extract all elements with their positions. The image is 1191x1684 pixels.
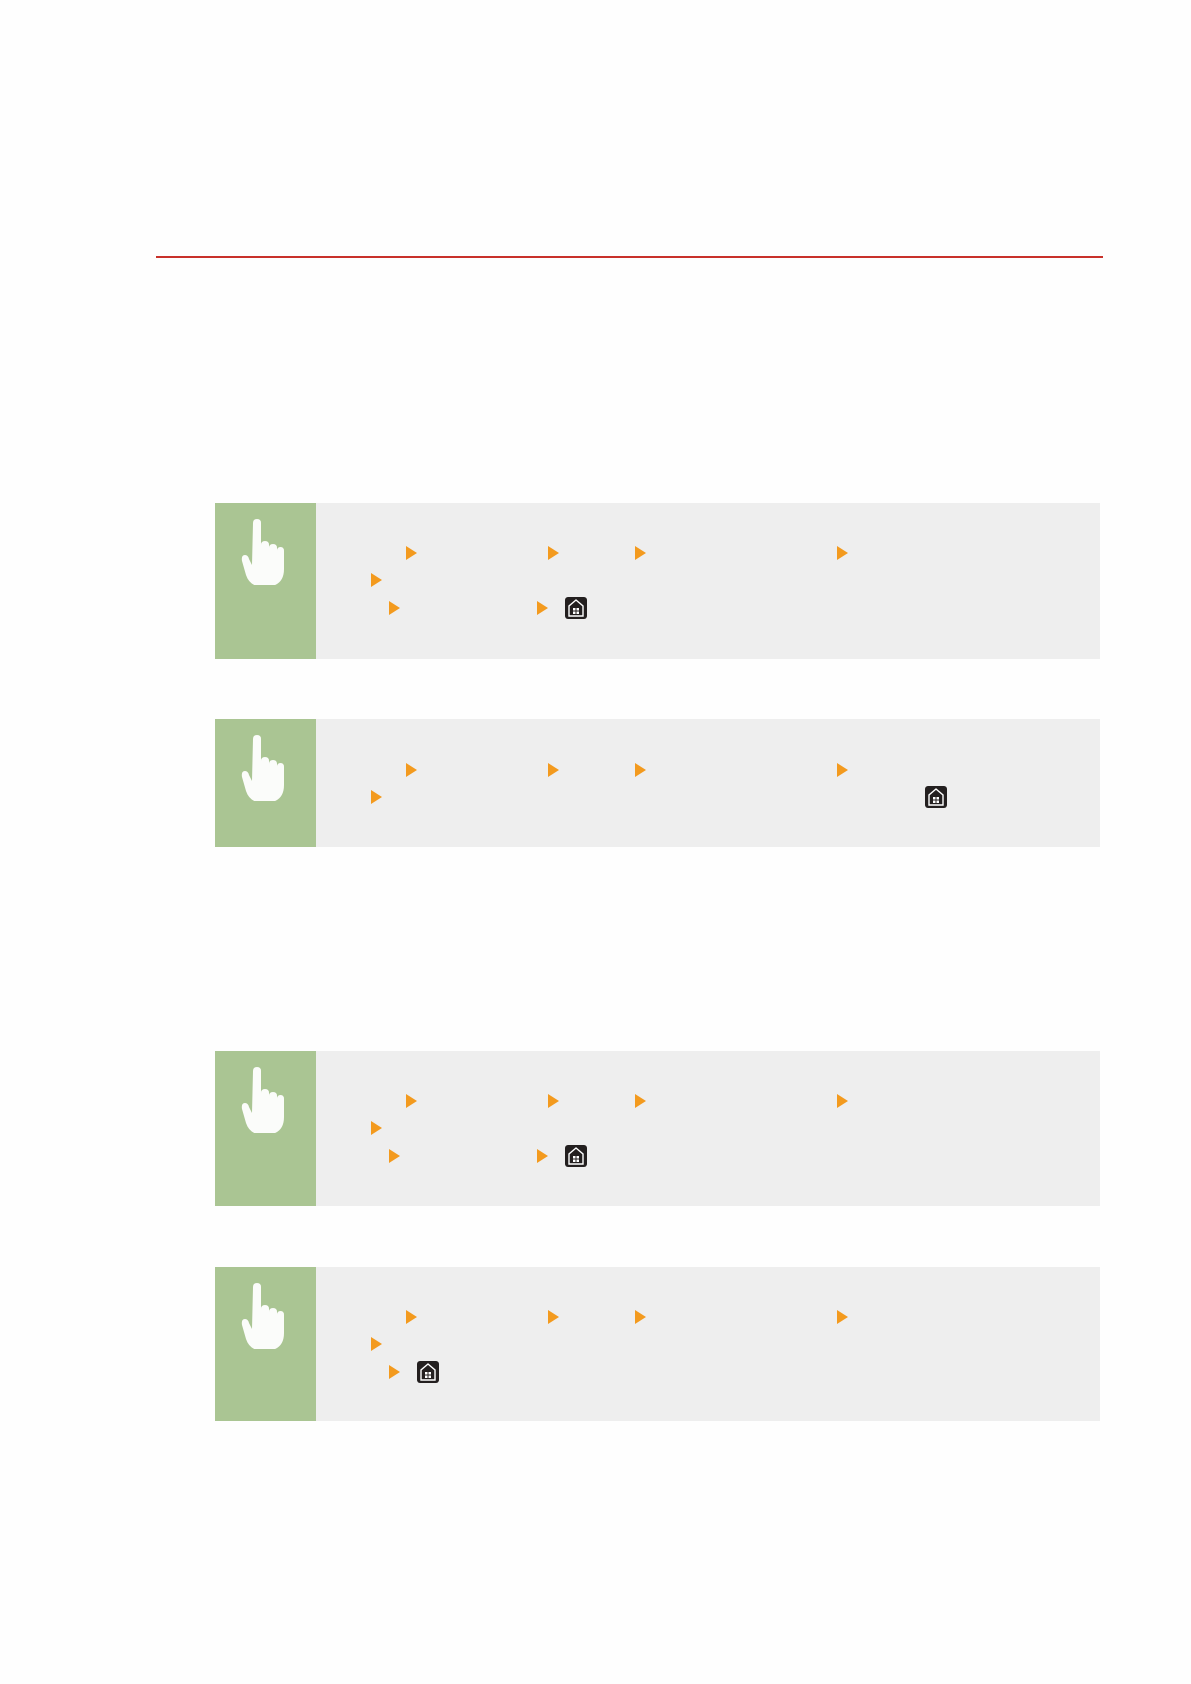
- triangle-arrow-icon: [371, 1337, 382, 1351]
- triangle-arrow-icon: [837, 1310, 848, 1324]
- panel-icon-area: [215, 503, 316, 659]
- triangle-arrow-icon: [537, 1149, 548, 1163]
- triangle-arrow-icon: [548, 763, 559, 777]
- triangle-arrow-icon: [537, 601, 548, 615]
- hand-pointer-icon: [237, 735, 295, 803]
- panel-icon-area: [215, 1267, 316, 1421]
- triangle-arrow-icon: [371, 573, 382, 587]
- triangle-arrow-icon: [389, 1365, 400, 1379]
- triangle-arrow-icon: [635, 546, 646, 560]
- triangle-arrow-icon: [635, 1094, 646, 1108]
- hand-pointer-icon: [237, 1283, 295, 1351]
- triangle-arrow-icon: [371, 790, 382, 804]
- triangle-arrow-icon: [406, 1310, 417, 1324]
- triangle-arrow-icon: [389, 601, 400, 615]
- triangle-arrow-icon: [371, 1121, 382, 1135]
- triangle-arrow-icon: [389, 1149, 400, 1163]
- procedure-panel: [215, 719, 1100, 847]
- triangle-arrow-icon: [548, 546, 559, 560]
- triangle-arrow-icon: [837, 763, 848, 777]
- procedure-panel: [215, 1267, 1100, 1421]
- hand-pointer-icon: [237, 519, 295, 587]
- home-button-icon: [417, 1361, 439, 1383]
- triangle-arrow-icon: [635, 1310, 646, 1324]
- home-button-icon: [565, 597, 587, 619]
- triangle-arrow-icon: [635, 763, 646, 777]
- procedure-panel: [215, 503, 1100, 659]
- hand-pointer-icon: [237, 1067, 295, 1135]
- procedure-panel: [215, 1051, 1100, 1206]
- triangle-arrow-icon: [548, 1310, 559, 1324]
- triangle-arrow-icon: [406, 1094, 417, 1108]
- triangle-arrow-icon: [548, 1094, 559, 1108]
- triangle-arrow-icon: [406, 763, 417, 777]
- home-button-icon: [925, 786, 947, 808]
- triangle-arrow-icon: [837, 546, 848, 560]
- triangle-arrow-icon: [406, 546, 417, 560]
- section-divider: [156, 256, 1103, 258]
- home-button-icon: [565, 1145, 587, 1167]
- triangle-arrow-icon: [837, 1094, 848, 1108]
- panel-icon-area: [215, 719, 316, 847]
- panel-icon-area: [215, 1051, 316, 1206]
